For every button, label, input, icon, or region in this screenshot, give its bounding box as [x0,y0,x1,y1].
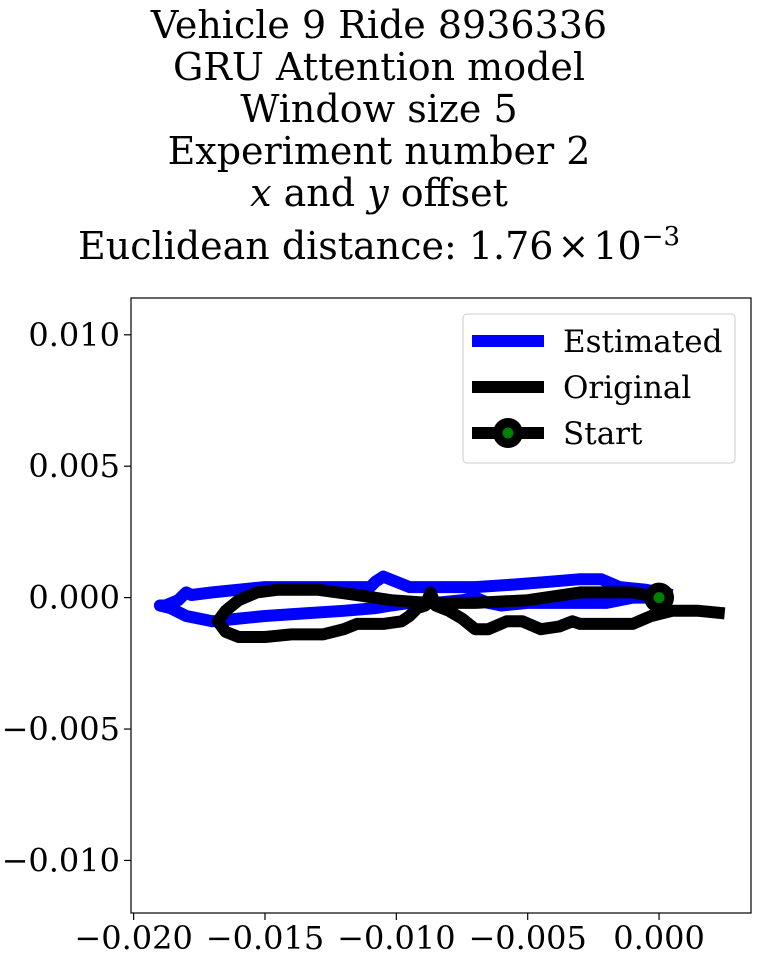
axes [130,297,752,914]
legend-box [462,313,736,464]
start-marker [653,592,665,604]
title-distance-mantissa: 1.76 [468,224,554,268]
title-distance-times: × [557,224,590,268]
plot-frame [130,297,752,914]
legend-label-estimated: Estimated [563,324,722,360]
series-group [153,570,726,643]
series-line-original [211,583,726,643]
title-line-6: Euclidean distance: 1.76 × 10−3 [0,216,758,267]
title-y-symbol: y [367,171,389,215]
y-tick-label: 0.010 [28,316,120,354]
y-tick-label: 0.005 [28,447,120,485]
series-layer [153,570,726,643]
title-x-symbol: x [250,171,272,215]
legend-label-start: Start [563,416,643,452]
title-distance-prefix: Euclidean distance: [78,224,469,268]
legend-marker [502,427,514,439]
y-tick-label: −0.010 [2,841,120,879]
title-line-4: Experiment number 2 [167,129,591,173]
title-line-1: Vehicle 9 Ride 8936336 [150,3,608,47]
x-tick-label: −0.010 [337,919,455,957]
ticks-layer: −0.020 −0.015 −0.010 −0.005 0.000 0.010 0.005 0… [2,316,705,957]
title-offset-text: offset [388,171,508,215]
title-line-3: Window size 5 [240,87,518,131]
legend-label-original: Original [563,370,691,406]
x-tick-label: −0.005 [468,919,586,957]
title-line-2: GRU Attention model [172,45,586,89]
title-and-text: and [271,171,368,215]
x-tick-label: −0.015 [206,919,324,957]
y-tick-label: −0.005 [2,710,120,748]
x-tick-label: 0.000 [613,919,705,957]
title-line-5: x and y offset [0,172,758,214]
title-distance-base: 10 [593,224,642,268]
title-distance-exponent: −3 [641,222,680,252]
x-tick-label: −0.020 [74,919,192,957]
y-tick-label: 0.000 [28,579,120,617]
legend: Estimated Original Start [462,313,736,464]
